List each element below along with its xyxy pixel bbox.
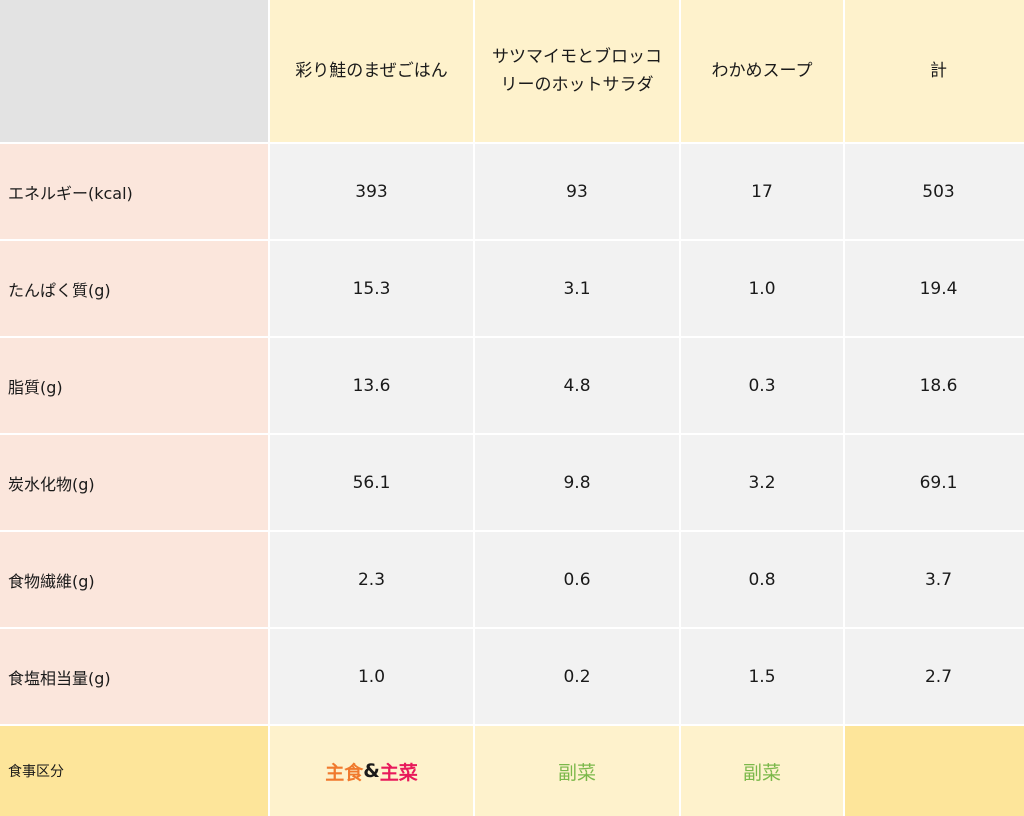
category-ampersand: & (363, 760, 380, 782)
column-header: サツマイモとブロッコリーのホットサラダ (475, 0, 679, 142)
category-shushoku: 主食 (325, 761, 364, 784)
table-cell: 3.2 (681, 435, 843, 530)
table-cell-total: 2.7 (845, 629, 1024, 724)
table-cell: 1.5 (681, 629, 843, 724)
category-shusai: 主菜 (379, 761, 418, 784)
table-cell: 93 (475, 144, 679, 239)
category-cell-side: 副菜 (475, 726, 679, 816)
table-cell: 393 (270, 144, 473, 239)
table-cell-total: 3.7 (845, 532, 1024, 627)
row-label: 脂質(g) (0, 338, 268, 433)
table-cell-total: 503 (845, 144, 1024, 239)
table-cell: 0.3 (681, 338, 843, 433)
table-cell: 15.3 (270, 241, 473, 336)
table-cell: 13.6 (270, 338, 473, 433)
table-cell-total: 19.4 (845, 241, 1024, 336)
table-cell: 4.8 (475, 338, 679, 433)
table-cell: 0.6 (475, 532, 679, 627)
row-label: 食物繊維(g) (0, 532, 268, 627)
table-cell: 0.8 (681, 532, 843, 627)
category-cell-main: 主食 & 主菜 (270, 726, 473, 816)
table-cell: 3.1 (475, 241, 679, 336)
table-cell-total: 69.1 (845, 435, 1024, 530)
column-header: わかめスープ (681, 0, 843, 142)
column-header-total: 計 (845, 0, 1024, 142)
category-cell-total (845, 726, 1024, 816)
row-label: たんぱく質(g) (0, 241, 268, 336)
table-cell-total: 18.6 (845, 338, 1024, 433)
table-cell: 17 (681, 144, 843, 239)
table-corner (0, 0, 268, 142)
table-cell: 9.8 (475, 435, 679, 530)
row-label: エネルギー(kcal) (0, 144, 268, 239)
row-label: 炭水化物(g) (0, 435, 268, 530)
column-header: 彩り鮭のまぜごはん (270, 0, 473, 142)
table-cell: 2.3 (270, 532, 473, 627)
table-cell: 1.0 (270, 629, 473, 724)
table-cell: 56.1 (270, 435, 473, 530)
table-cell: 1.0 (681, 241, 843, 336)
row-label: 食塩相当量(g) (0, 629, 268, 724)
table-cell: 0.2 (475, 629, 679, 724)
category-label: 食事区分 (0, 726, 268, 816)
category-cell-side: 副菜 (681, 726, 843, 816)
